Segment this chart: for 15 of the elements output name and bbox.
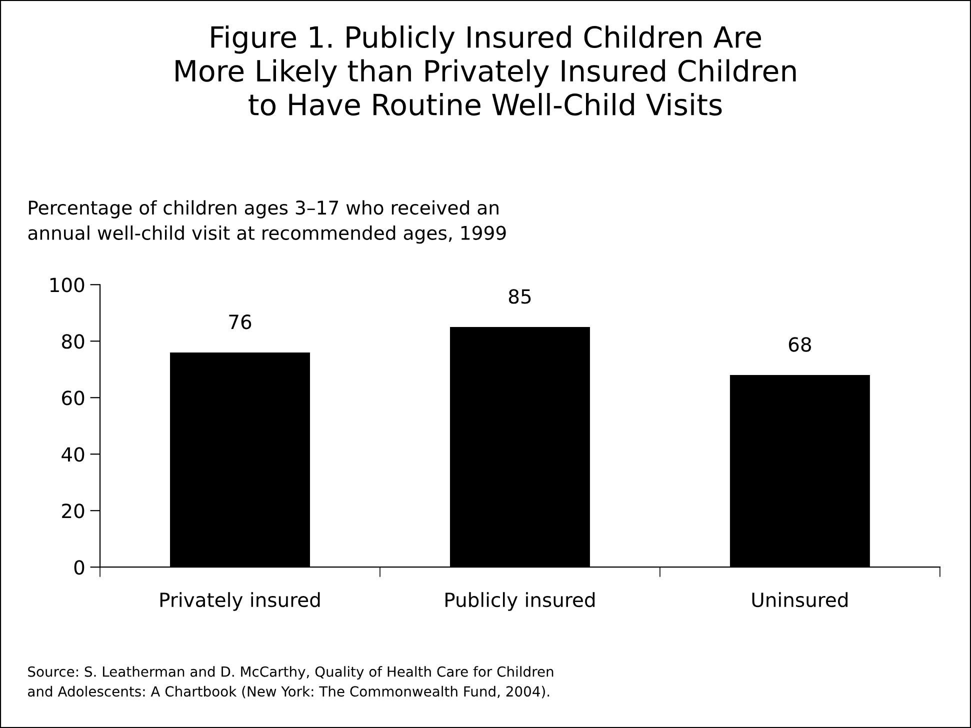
- y-tick-label: 100: [50, 278, 84, 292]
- source-note: Source: S. Leatherman and D. McCarthy, Quality of Health Care for Children and Adolescents: A Chartbook (New York: The Commonwealth Fund, 2004).: [28, 666, 554, 698]
- y-tick-label: 60: [62, 390, 84, 406]
- x-tick-label: Publicly insured: [446, 592, 595, 611]
- y-tick-label: 40: [62, 447, 84, 462]
- data-label: 76: [229, 314, 252, 330]
- chart-subtitle: Percentage of children ages 3–17 who received an annual well-child visit at recommended ages, 1999: [28, 200, 506, 244]
- y-tick-label: 20: [62, 504, 84, 518]
- y-tick-label: 80: [62, 334, 84, 349]
- y-tick-label: 0: [74, 560, 84, 575]
- data-label: 68: [788, 337, 811, 352]
- chart-title: Figure 1. Publicly Insured Children Are More Likely than Privately Insured Children to Have Routine Well-Child Visits: [176, 25, 796, 116]
- x-tick-label: Privately insured: [160, 592, 320, 611]
- x-tick-label: Uninsured: [752, 592, 848, 608]
- data-label: 85: [508, 289, 531, 304]
